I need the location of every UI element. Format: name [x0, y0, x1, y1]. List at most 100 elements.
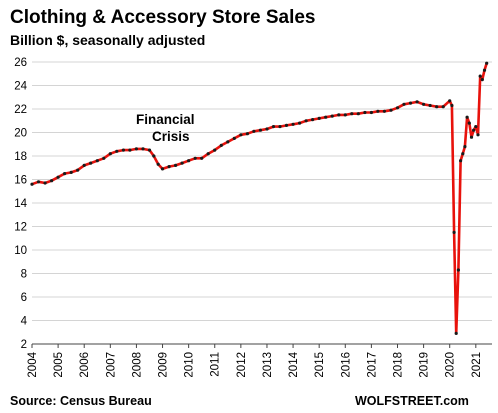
x-tick-label: 2021: [471, 352, 483, 378]
data-point: [467, 121, 471, 125]
data-point: [141, 147, 145, 151]
y-tick-label: 2: [21, 339, 27, 351]
data-point: [206, 152, 210, 156]
data-point: [350, 112, 354, 116]
x-tick-label: 2016: [340, 352, 352, 378]
data-point: [474, 125, 478, 129]
data-point: [245, 132, 249, 136]
data-point: [89, 161, 93, 165]
data-point: [441, 105, 445, 109]
data-point: [213, 148, 217, 152]
source-note: Source: Census Bureau: [10, 394, 152, 408]
x-axis-ticks: 2004 2005 2006 2007 2008 2009 2010 2011 2012 2013…: [27, 344, 483, 378]
x-tick-label: 2020: [445, 352, 457, 378]
data-point: [415, 100, 419, 104]
data-point: [472, 128, 476, 132]
annotation-line-2: Crisis: [152, 129, 190, 144]
data-point: [76, 168, 80, 172]
data-point: [448, 99, 452, 103]
data-point: [463, 145, 467, 149]
data-point: [356, 112, 360, 116]
y-tick-label: 14: [14, 198, 27, 210]
data-point: [476, 133, 480, 137]
data-point: [82, 163, 86, 167]
data-point: [485, 61, 489, 65]
x-tick-label: 2017: [366, 352, 378, 378]
data-point: [402, 102, 406, 106]
x-tick-label: 2019: [419, 352, 431, 378]
data-point: [174, 163, 178, 167]
data-point: [160, 167, 165, 171]
x-tick-label: 2007: [105, 352, 117, 378]
data-point: [63, 172, 67, 176]
data-point: [376, 109, 380, 113]
data-point: [480, 78, 484, 82]
x-tick-label: 2013: [262, 352, 274, 378]
x-tick-label: 2006: [79, 352, 91, 378]
data-point: [452, 230, 456, 234]
chart-subtitle: Billion $, seasonally adjusted: [10, 32, 205, 48]
y-tick-label: 16: [14, 175, 27, 187]
x-tick-label: 2012: [236, 352, 248, 378]
data-point: [435, 105, 439, 109]
y-tick-label: 24: [14, 81, 27, 93]
data-point: [226, 140, 230, 144]
data-point: [128, 148, 132, 152]
data-point: [337, 113, 341, 117]
y-tick-label: 26: [14, 57, 27, 69]
data-point: [459, 159, 463, 163]
data-point: [152, 154, 156, 158]
data-point: [291, 122, 295, 126]
data-point: [156, 162, 160, 166]
data-point: [454, 331, 458, 335]
data-point: [284, 123, 289, 127]
x-tick-label: 2008: [131, 352, 143, 378]
data-point: [469, 135, 474, 139]
x-tick-label: 2004: [27, 351, 39, 377]
data-point: [134, 147, 138, 151]
data-point: [108, 152, 112, 156]
x-tick-label: 2014: [288, 351, 300, 377]
x-tick-label: 2009: [158, 352, 170, 378]
y-tick-label: 20: [14, 128, 27, 140]
data-point: [461, 152, 465, 156]
data-point: [200, 156, 204, 160]
data-point: [180, 161, 184, 165]
data-point: [408, 101, 413, 105]
data-point: [278, 125, 282, 129]
data-point: [265, 127, 269, 131]
data-point: [324, 115, 328, 119]
data-point: [465, 115, 469, 119]
data-point: [428, 103, 432, 108]
data-point: [482, 68, 487, 72]
x-tick-label: 2010: [184, 352, 196, 378]
data-point: [30, 182, 34, 186]
watermark: WOLFSTREET.com: [355, 394, 469, 408]
chart-title: Clothing & Accessory Store Sales: [10, 7, 316, 28]
data-point: [36, 180, 41, 184]
data-point: [343, 113, 347, 117]
x-tick-label: 2015: [314, 352, 326, 378]
y-tick-label: 18: [14, 151, 27, 163]
series-sales: [30, 61, 489, 335]
y-tick-label: 8: [21, 269, 27, 281]
data-point: [95, 159, 99, 163]
data-point: [317, 116, 321, 120]
y-tick-label: 12: [14, 222, 27, 234]
data-point: [382, 109, 386, 113]
data-point: [50, 179, 54, 183]
data-point: [271, 125, 276, 129]
data-point: [121, 148, 125, 152]
data-point: [167, 165, 171, 169]
data-point: [304, 119, 308, 123]
y-tick-label: 4: [21, 316, 28, 328]
data-point: [369, 110, 373, 115]
y-tick-label: 6: [21, 292, 27, 304]
data-point: [219, 143, 223, 147]
x-tick-label: 2011: [210, 352, 222, 377]
data-point: [239, 133, 243, 137]
data-point: [252, 129, 256, 133]
data-point: [43, 181, 47, 185]
